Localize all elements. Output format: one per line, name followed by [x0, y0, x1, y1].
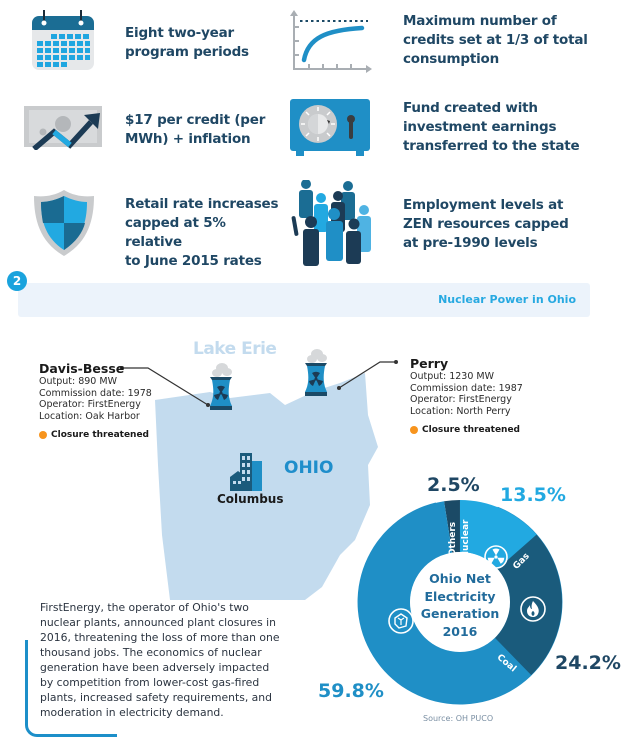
- closure-status: Closure threatened: [39, 430, 169, 440]
- columbus-label: Columbus: [217, 492, 284, 506]
- closure-status: Closure threatened: [410, 425, 540, 435]
- growth-curve-chart-icon: [290, 10, 372, 73]
- section-title: Nuclear Power in Ohio: [438, 293, 576, 306]
- feature-text-fund-created: Fund created with investment earnings tr…: [403, 100, 580, 154]
- segment-label-nuclear: Nuclear: [461, 519, 471, 559]
- coal-lump-icon: [388, 608, 414, 634]
- donut-segment-gas: [358, 500, 562, 704]
- plant-info-davis-besse: Davis-Besse Output: 890 MW Commission da…: [39, 361, 169, 440]
- status-dot-icon: [410, 426, 418, 434]
- feature-text-credit-price: $17 per credit (per MWh) + inflation: [125, 112, 266, 147]
- cooling-tower-icon: [305, 349, 327, 396]
- section-number-badge: 2: [7, 271, 27, 291]
- percent-label-coal: 59.8%: [318, 680, 384, 702]
- status-dot-icon: [39, 431, 47, 439]
- cooling-tower-icon: [210, 363, 232, 410]
- plant-name: Davis-Besse: [39, 361, 125, 376]
- feature-text-employment: Employment levels at ZEN resources cappe…: [403, 197, 569, 251]
- section-header-bar: Nuclear Power in Ohio: [18, 283, 590, 317]
- feature-text-maximum-credits: Maximum number of credits set at 1/3 of …: [403, 13, 588, 67]
- segment-label-others: Others: [448, 522, 458, 556]
- feature-text-program-periods: Eight two-year program periods: [125, 25, 249, 60]
- plant-info-perry: Perry Output: 1230 MW Commission date: 1…: [410, 356, 540, 435]
- percent-label-nuclear: 13.5%: [500, 484, 566, 506]
- shield-icon: [34, 190, 94, 256]
- people-group-icon: [291, 180, 371, 266]
- chart-source: Source: OH PUCO: [423, 714, 494, 723]
- donut-center-title: Ohio Net Electricity Generation 2016: [420, 571, 500, 639]
- ohio-state-label: OHIO: [284, 458, 334, 478]
- paragraph-bracket: [25, 640, 117, 737]
- percent-label-others: 2.5%: [427, 474, 480, 496]
- feature-text-retail-rate: Retail rate increases capped at 5% relat…: [125, 196, 279, 269]
- radiation-icon: [484, 545, 508, 569]
- city-building-icon: [230, 453, 262, 491]
- safe-icon: [290, 99, 370, 156]
- calendar-icon: [32, 10, 94, 70]
- ohio-map: [155, 373, 378, 600]
- flame-icon: [520, 596, 546, 622]
- lake-erie-label: Lake Erie: [193, 339, 277, 359]
- body-paragraph: FirstEnergy, the operator of Ohio's two …: [40, 601, 280, 719]
- money-trend-icon: [24, 106, 102, 150]
- donut-chart-rings: Others Nuclear Gas Coal: [358, 500, 562, 704]
- donut-segment-others: [358, 500, 562, 704]
- percent-label-gas: 24.2%: [555, 652, 621, 674]
- plant-name: Perry: [410, 356, 449, 371]
